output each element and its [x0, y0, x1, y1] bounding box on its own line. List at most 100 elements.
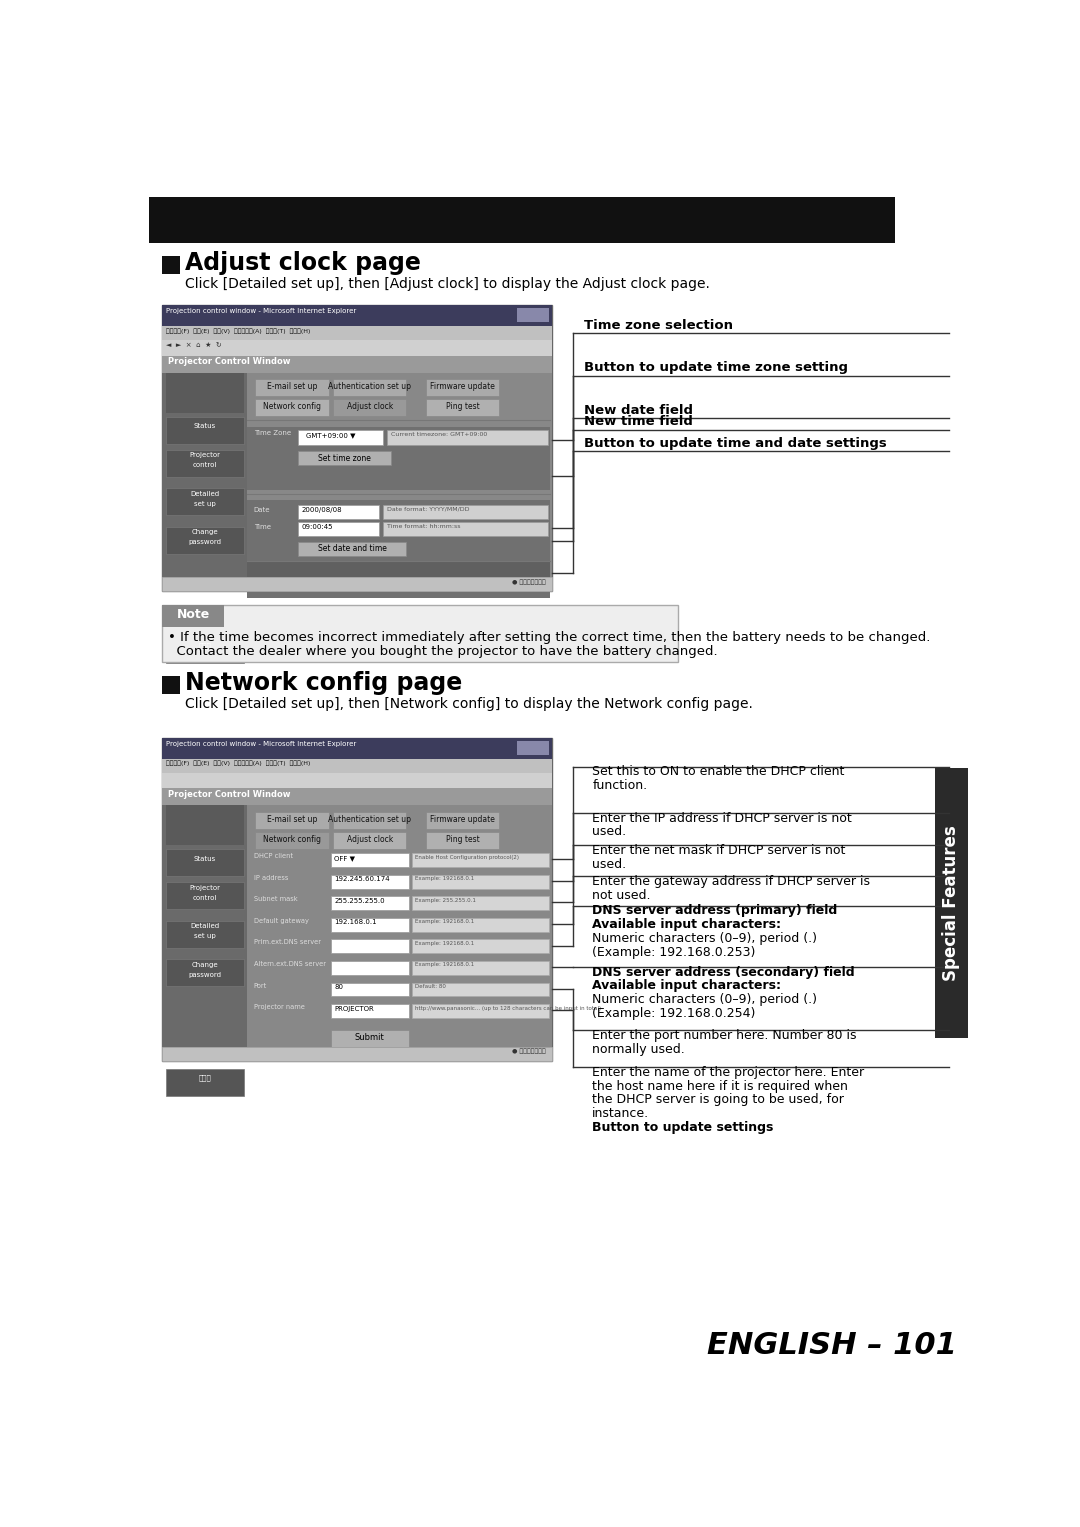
Bar [298, 450, 391, 466]
Text: Adjust clock: Adjust clock [347, 835, 393, 843]
Text: Enable Host Configuration protocol(2): Enable Host Configuration protocol(2) [415, 855, 518, 860]
Text: Network config page: Network config page [186, 670, 462, 695]
Bar [166, 959, 243, 986]
Bar [166, 449, 243, 476]
Text: Click [Detailed set up], then [Network config] to display the Network config pag: Click [Detailed set up], then [Network c… [186, 696, 753, 712]
Text: Projection control window - Microsoft Internet Explorer: Projection control window - Microsoft In… [166, 308, 356, 315]
Text: DNS server address (primary) field: DNS server address (primary) field [592, 904, 837, 916]
Bar [162, 373, 247, 591]
Text: Button to update time and date settings: Button to update time and date settings [584, 437, 888, 449]
Text: Date: Date [254, 507, 270, 513]
Text: GMT+09:00 ▼: GMT+09:00 ▼ [306, 432, 355, 438]
Text: Click [Detailed set up], then [Adjust clock] to display the Adjust clock page.: Click [Detailed set up], then [Adjust cl… [186, 278, 711, 292]
Bar [411, 918, 549, 931]
Bar [162, 1048, 552, 1061]
Text: Submit: Submit [355, 1034, 384, 1043]
Text: Example: 192168.0.1: Example: 192168.0.1 [415, 919, 474, 924]
Text: Change: Change [191, 528, 218, 534]
Text: ファイル(F)  編集(E)  表示(V)  お気に入り(A)  ツール(T)  ヘルプ(H): ファイル(F) 編集(E) 表示(V) お気に入り(A) ツール(T) ヘルプ(… [166, 760, 310, 767]
Text: • If the time becomes incorrect immediately after setting the correct time, then: • If the time becomes incorrect immediat… [167, 631, 930, 644]
Text: Example: 192168.0.1: Example: 192168.0.1 [415, 962, 474, 968]
Bar [332, 1005, 408, 1019]
Bar [298, 429, 383, 444]
Text: password: password [188, 539, 221, 545]
Bar [247, 426, 551, 490]
Text: Enter the net mask if DHCP server is not: Enter the net mask if DHCP server is not [592, 844, 846, 857]
Bar [166, 883, 243, 910]
Bar [247, 1048, 551, 1054]
Text: New time field: New time field [584, 415, 693, 428]
Text: control: control [192, 463, 217, 469]
Text: Set date and time: Set date and time [318, 544, 387, 553]
Text: 192.245.60.174: 192.245.60.174 [334, 876, 390, 883]
Bar [426, 811, 499, 829]
Bar [162, 577, 552, 591]
Bar [426, 399, 499, 415]
Text: Set this to ON to enable the DHCP client: Set this to ON to enable the DHCP client [592, 765, 845, 779]
Bar [162, 257, 180, 275]
Bar [247, 562, 551, 577]
Bar [166, 489, 243, 515]
Bar [162, 341, 552, 356]
Bar [332, 896, 408, 910]
Text: normally used.: normally used. [592, 1043, 685, 1055]
Bar [332, 918, 408, 931]
Bar [332, 1031, 408, 1049]
Bar [162, 738, 552, 1061]
Bar [255, 832, 328, 849]
Bar [298, 542, 406, 556]
Text: Example: 255.255.0.1: Example: 255.255.0.1 [415, 898, 475, 902]
Text: Button to update settings: Button to update settings [592, 1121, 773, 1135]
Text: Enter the gateway address if DHCP server is: Enter the gateway address if DHCP server… [592, 875, 870, 887]
Text: Port: Port [254, 982, 267, 988]
Text: Available input characters:: Available input characters: [592, 979, 781, 993]
Text: Available input characters:: Available input characters: [592, 918, 781, 931]
Bar [162, 788, 552, 805]
Text: Detailed: Detailed [190, 490, 219, 496]
Text: 255.255.255.0: 255.255.255.0 [334, 898, 384, 904]
Bar [383, 522, 548, 536]
Text: Detailed: Detailed [190, 924, 219, 930]
Text: Enter the IP address if DHCP server is not: Enter the IP address if DHCP server is n… [592, 811, 852, 825]
Bar [411, 1005, 549, 1019]
Bar [162, 305, 552, 591]
Bar [332, 982, 408, 996]
Text: ● インターネット: ● インターネット [512, 579, 545, 585]
Text: Default gateway: Default gateway [254, 918, 309, 924]
Text: New date field: New date field [584, 403, 693, 417]
Bar [162, 676, 180, 693]
Text: ENGLISH – 101: ENGLISH – 101 [706, 1330, 957, 1359]
Text: Firmware update: Firmware update [431, 814, 496, 823]
Bar [332, 960, 408, 974]
Text: PROJECTOR: PROJECTOR [334, 1006, 374, 1011]
Bar [332, 875, 408, 889]
Bar [166, 921, 243, 948]
Text: Time format: hh:mm:ss: Time format: hh:mm:ss [387, 524, 460, 528]
Text: Altern.ext.DNS server: Altern.ext.DNS server [254, 960, 325, 967]
Text: Special Features: Special Features [943, 825, 960, 980]
Text: Note: Note [176, 608, 210, 621]
Bar [333, 399, 406, 415]
Text: used.: used. [592, 858, 626, 870]
Text: Projection control window - Microsoft Internet Explorer: Projection control window - Microsoft In… [166, 741, 356, 747]
Bar [411, 939, 549, 953]
Text: Authentication set up: Authentication set up [328, 814, 411, 823]
Bar [247, 501, 551, 597]
Text: E-mail set up: E-mail set up [267, 814, 318, 823]
Text: Button to update time zone setting: Button to update time zone setting [584, 362, 849, 374]
Bar [517, 308, 549, 322]
Bar [166, 849, 243, 876]
Text: Time: Time [254, 524, 271, 530]
Bar [426, 379, 499, 395]
Bar [383, 505, 548, 519]
Bar [411, 854, 549, 867]
Text: set up: set up [194, 933, 216, 939]
Text: http://www.panasonic... (up to 128 characters can be input in total): http://www.panasonic... (up to 128 chara… [415, 1006, 600, 1011]
Text: function.: function. [592, 779, 647, 793]
Text: Enter the name of the projector here. Enter: Enter the name of the projector here. En… [592, 1066, 864, 1078]
Text: Numeric characters (0–9), period (.): Numeric characters (0–9), period (.) [592, 993, 818, 1006]
Bar [426, 832, 499, 849]
Text: Date format: YYYY/MM/DD: Date format: YYYY/MM/DD [387, 507, 470, 512]
Bar [333, 832, 406, 849]
Bar [162, 605, 677, 663]
